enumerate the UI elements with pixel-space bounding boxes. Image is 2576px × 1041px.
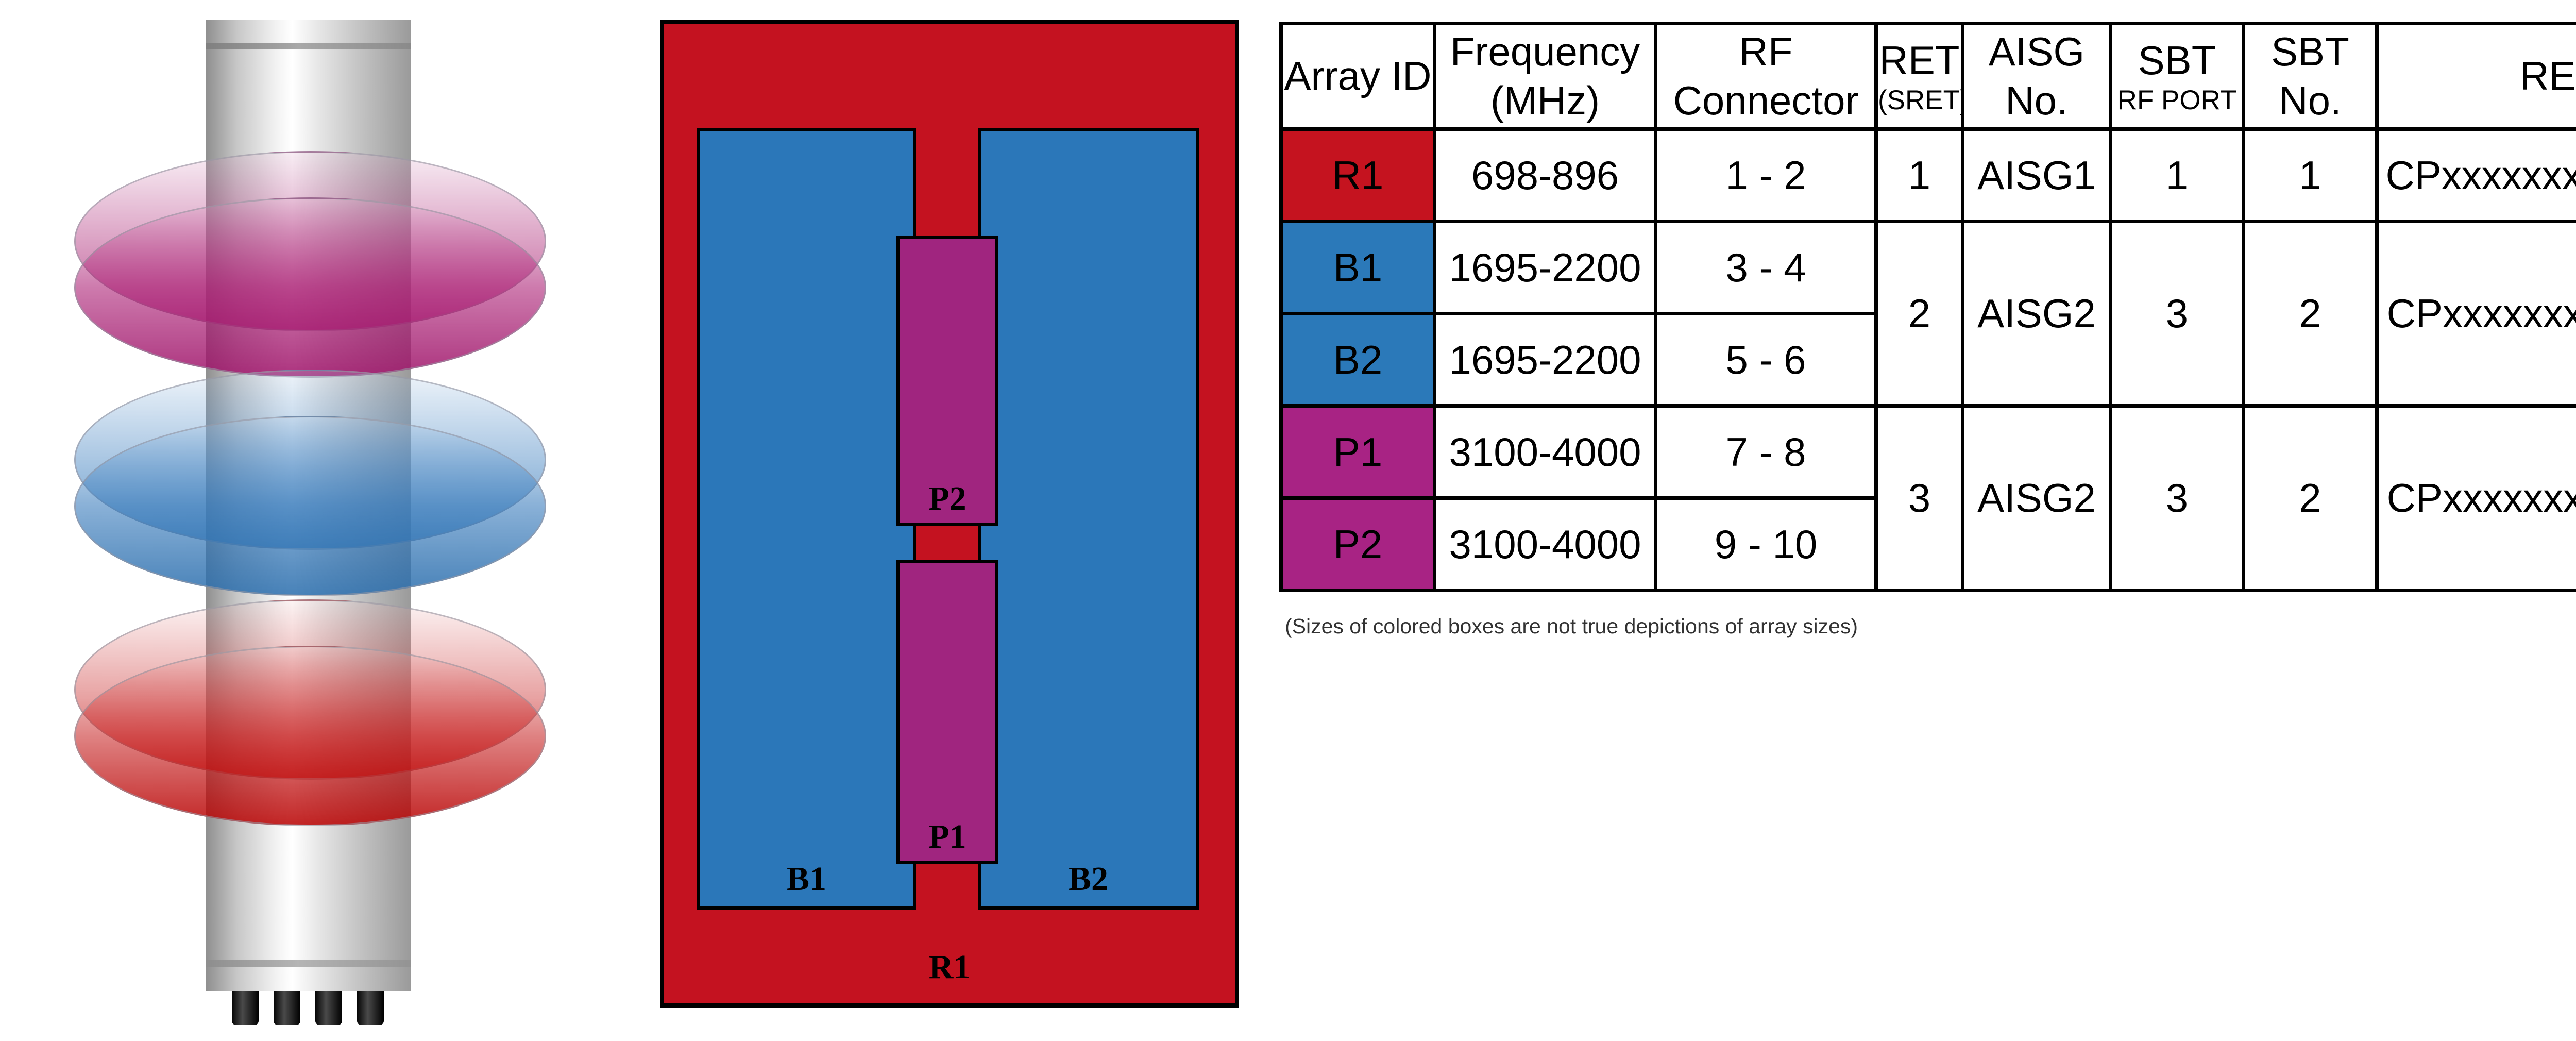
array-p1-label: P1 bbox=[928, 818, 967, 855]
ret-uid-cell: CPxxxxxxxxxxxxxxxxB1 bbox=[2375, 220, 2576, 408]
frequency-cell: 1695-2200 bbox=[1433, 220, 1657, 315]
rf-connector-cell: 9 - 10 bbox=[1654, 496, 1878, 592]
sbt-no-cell: 1 bbox=[2242, 127, 2379, 223]
array-r1-label: R1 bbox=[928, 948, 971, 986]
table-row-p2: P2 3100-4000 9 - 10 bbox=[1279, 496, 2576, 592]
high-band-beam-lower-ellipse bbox=[74, 197, 546, 378]
col-header-aisg-no: AISG No. bbox=[1961, 22, 2112, 131]
col-header-ret-uid: RET UID bbox=[2375, 22, 2576, 131]
table-row-r1: R1 698-896 1 - 2 1 AISG1 1 1 CPxxxxxxxxx… bbox=[1279, 127, 2576, 223]
ret-uid-cell: CPxxxxxxxxxxxxxxxxR1 bbox=[2375, 127, 2576, 223]
ret-cell: 2 bbox=[1874, 220, 1964, 408]
array-id-cell: P1 bbox=[1279, 404, 1436, 500]
rf-connector-stub bbox=[357, 991, 384, 1025]
antenna-illustration bbox=[0, 0, 659, 1041]
array-b1-region bbox=[697, 128, 916, 910]
col-header-sbt-no: SBT No. bbox=[2242, 22, 2379, 131]
array-b2-label: B2 bbox=[1068, 860, 1109, 898]
sbt-rf-port-cell: 3 bbox=[2109, 404, 2245, 592]
ret-uid-cell: CPxxxxxxxxxxxxxxxxP1 bbox=[2375, 404, 2576, 592]
frequency-cell: 3100-4000 bbox=[1433, 496, 1657, 592]
aisg-cell: AISG2 bbox=[1961, 220, 2112, 408]
rf-connector-cell: 1 - 2 bbox=[1654, 127, 1878, 223]
frequency-cell: 3100-4000 bbox=[1433, 404, 1657, 500]
ret-cell: 1 bbox=[1874, 127, 1964, 223]
frequency-cell: 1695-2200 bbox=[1433, 312, 1657, 408]
array-id-cell: B1 bbox=[1279, 220, 1436, 315]
table-header-row: Array ID Frequency (MHz) RF Connector RE… bbox=[1279, 22, 2576, 131]
rf-connector-stub bbox=[274, 991, 300, 1025]
aisg-cell: AISG2 bbox=[1961, 404, 2112, 592]
array-id-cell: R1 bbox=[1279, 127, 1436, 223]
array-p2-region: P2 bbox=[896, 236, 998, 526]
sbt-no-cell: 2 bbox=[2242, 220, 2379, 408]
rf-connector-stub bbox=[315, 991, 342, 1025]
rf-connector-cell: 7 - 8 bbox=[1654, 404, 1878, 500]
array-b1-label: B1 bbox=[786, 860, 827, 898]
sbt-no-cell: 2 bbox=[2242, 404, 2379, 592]
antenna-top-seam bbox=[206, 43, 411, 49]
antenna-bottom-seam bbox=[206, 960, 411, 967]
array-id-cell: B2 bbox=[1279, 312, 1436, 408]
rf-connector-cell: 3 - 4 bbox=[1654, 220, 1878, 315]
ret-cell: 3 bbox=[1874, 404, 1964, 592]
sbt-rf-port-cell: 1 bbox=[2109, 127, 2245, 223]
array-p2-label: P2 bbox=[928, 480, 967, 517]
rf-connector-stub bbox=[232, 991, 259, 1025]
array-size-disclaimer: (Sizes of colored boxes are not true dep… bbox=[1285, 614, 1858, 638]
col-header-sbt-rf-port: SBT RF PORT bbox=[2109, 22, 2245, 131]
array-b2-region bbox=[978, 128, 1199, 910]
array-id-cell: P2 bbox=[1279, 496, 1436, 592]
table-row-p1: P1 3100-4000 7 - 8 3 AISG2 3 2 CPxxxxxxx… bbox=[1279, 404, 2576, 592]
sbt-rf-port-cell: 3 bbox=[2109, 220, 2245, 408]
low-band-beam-lower-ellipse bbox=[74, 646, 546, 826]
table-row-b1: B1 1695-2200 3 - 4 2 AISG2 3 2 CPxxxxxxx… bbox=[1279, 220, 2576, 408]
rf-connector-cell: 5 - 6 bbox=[1654, 312, 1878, 408]
mid-band-beam-lower-ellipse bbox=[74, 416, 546, 596]
frequency-cell: 698-896 bbox=[1433, 127, 1657, 223]
table-row-b2: B2 1695-2200 5 - 6 bbox=[1279, 312, 2576, 408]
col-header-array-id: Array ID bbox=[1279, 22, 1436, 131]
aisg-cell: AISG1 bbox=[1961, 127, 2112, 223]
array-p1-region: P1 bbox=[896, 560, 998, 864]
col-header-rf-connector: RF Connector bbox=[1654, 22, 1878, 131]
array-layout-diagram: P2 P1 B1 B2 R1 bbox=[660, 20, 1239, 1008]
col-header-ret: RET (SRET) bbox=[1874, 22, 1964, 131]
col-header-frequency: Frequency (MHz) bbox=[1433, 22, 1657, 131]
array-configuration-table: Array ID Frequency (MHz) RF Connector RE… bbox=[1279, 22, 2576, 592]
